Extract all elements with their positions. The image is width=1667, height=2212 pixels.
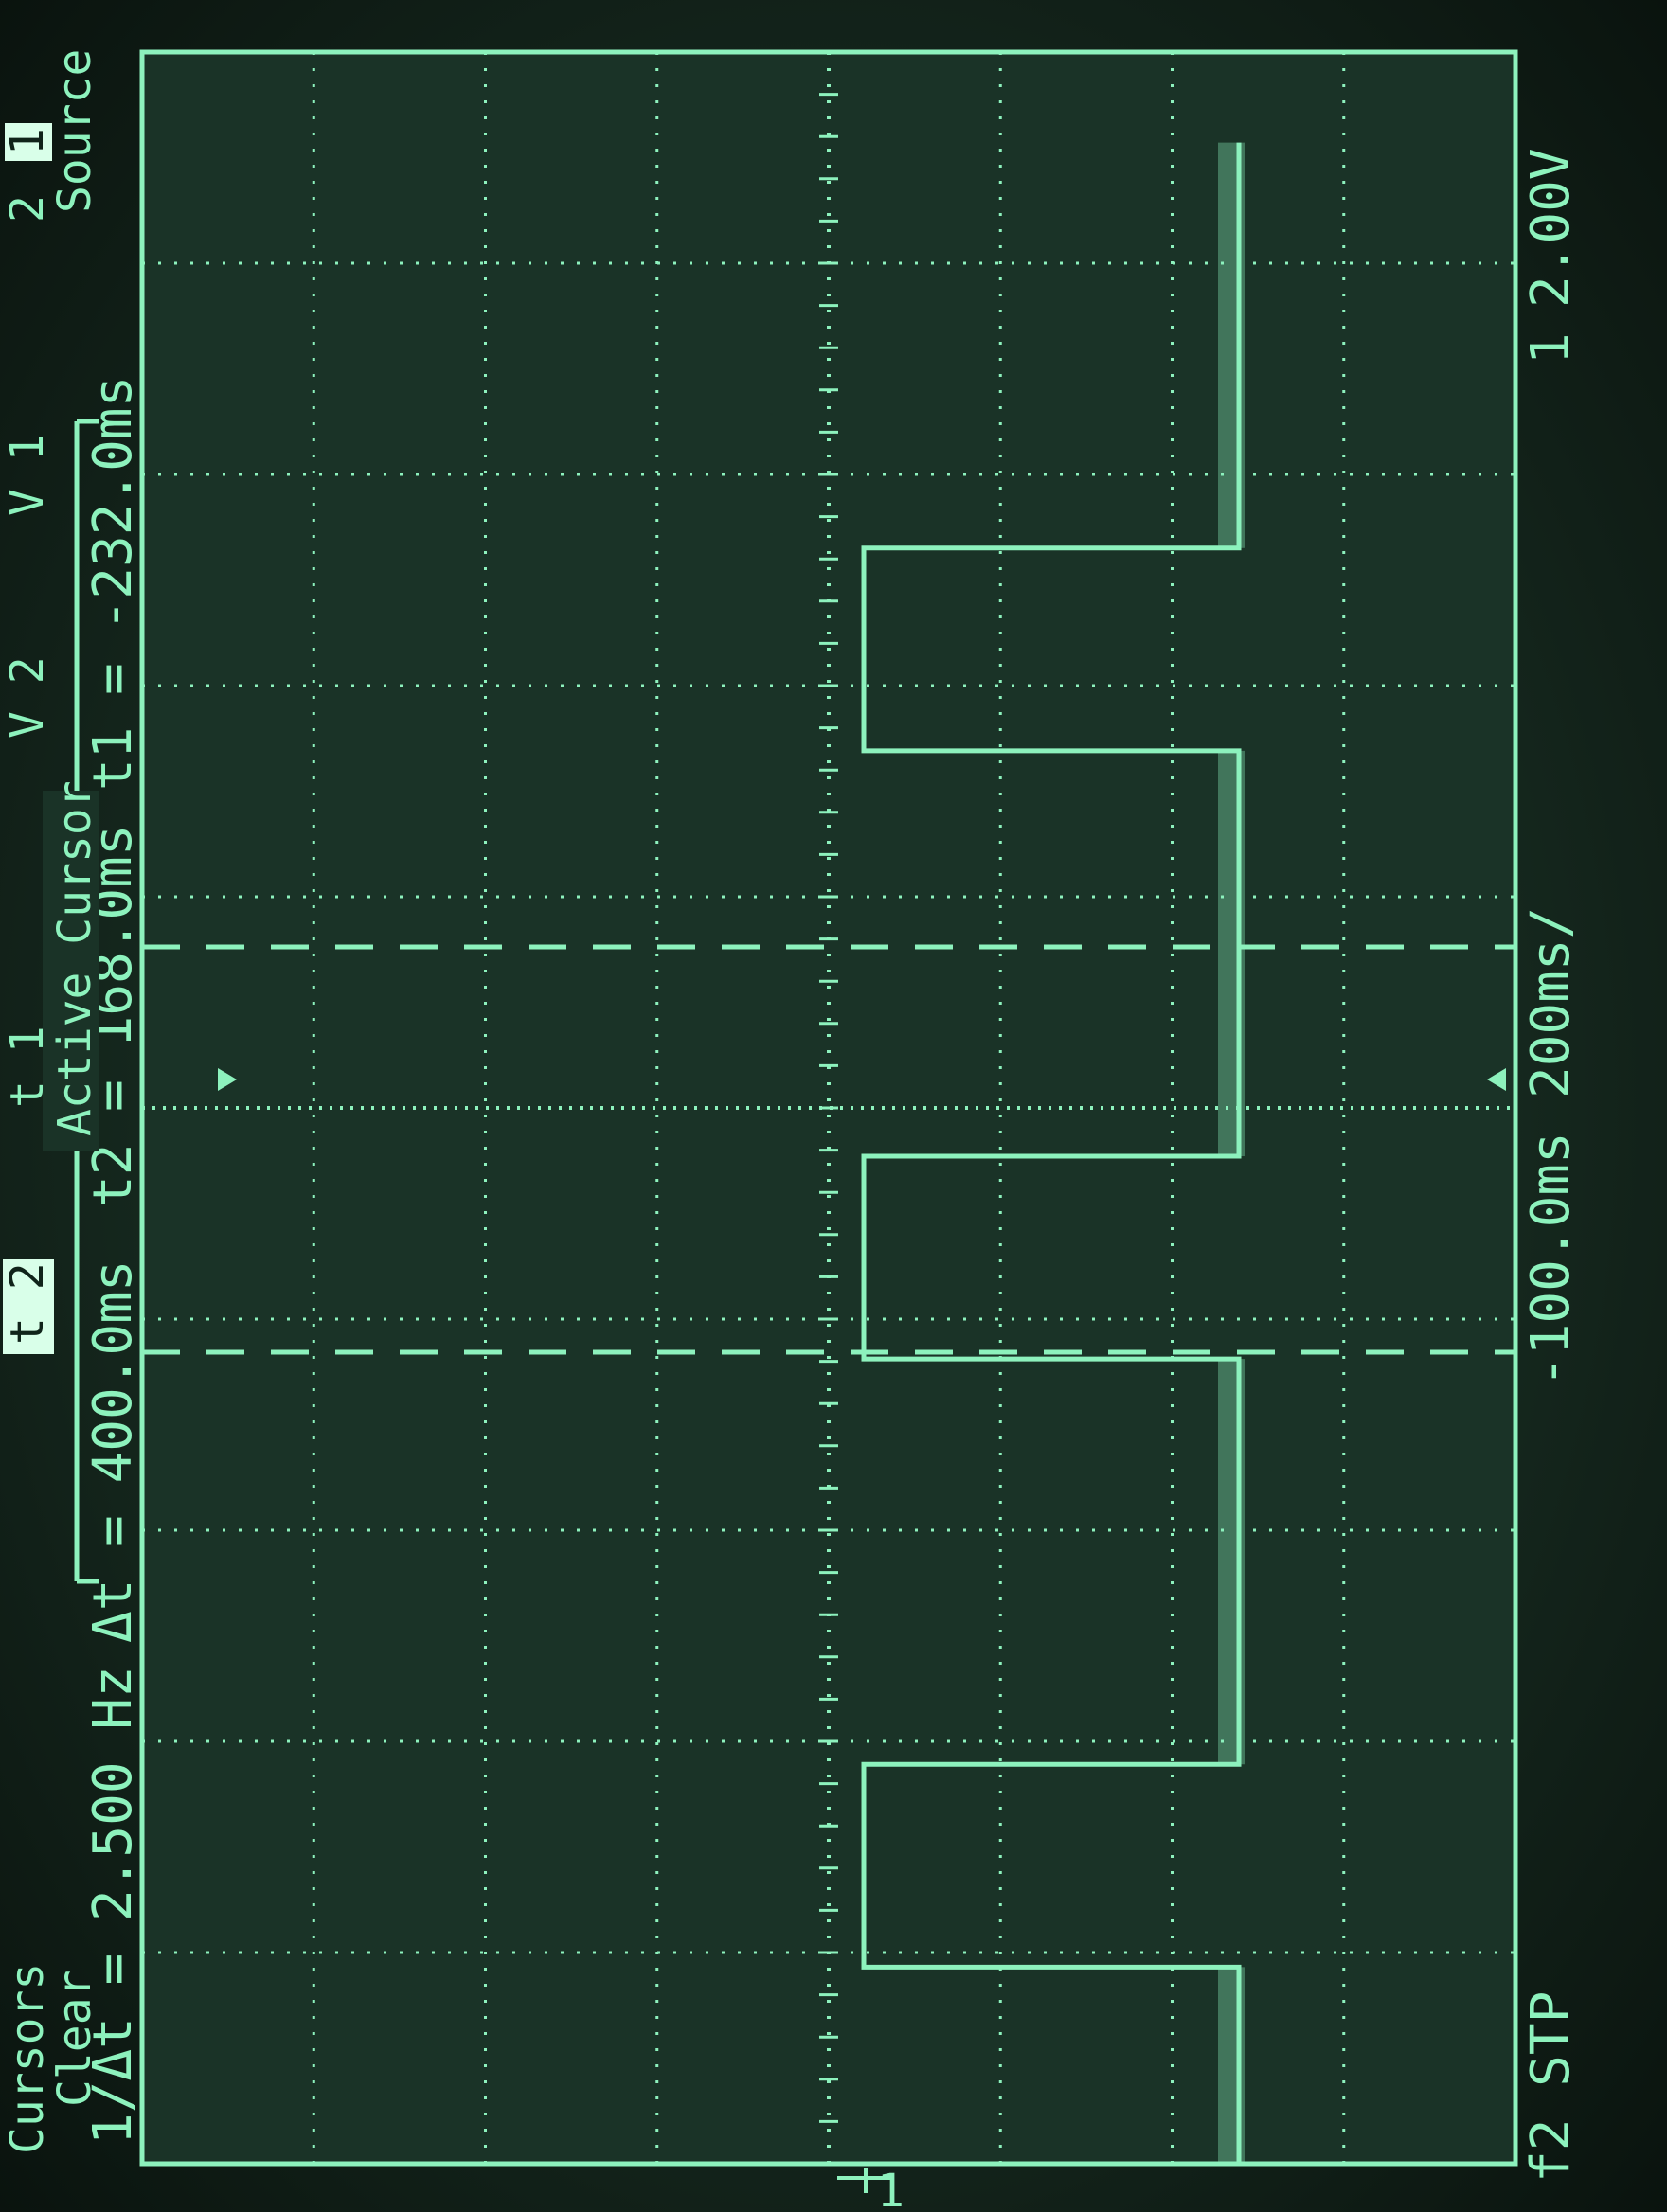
channel-scale: 2.00V [1520, 148, 1582, 308]
softkey-row-top: Source Active Cursor Clear [43, 49, 101, 2107]
trigger-status: f2 STP [1520, 1991, 1582, 2183]
cursor-v1-button[interactable]: V 1 [1, 434, 54, 516]
waveform-noise-band [1218, 1359, 1245, 1765]
cursor-t1-value: t1 = -232.0ms [82, 376, 144, 791]
center-time-marker-right [1487, 1068, 1506, 1091]
cursor-t1-button[interactable]: t 1 [1, 1026, 54, 1108]
ground-reference-marker: 1 [837, 2165, 905, 2212]
graticule-border [139, 49, 1518, 2167]
status-line: 1 2.00V -100.0ms 200ms/ f2 STP [1520, 148, 1582, 2183]
source-label: Source [48, 49, 101, 213]
cursor-v2-button[interactable]: V 2 [1, 656, 54, 739]
source-ch1-highlight [5, 123, 52, 161]
waveform-path [861, 142, 1242, 2164]
softkey-row-bottom: 1 2 V 1 V 2 t 1 t 2 Cursors [1, 123, 54, 2154]
source-ch2-button[interactable]: 2 [1, 195, 54, 223]
cursor-readout: t1 = -232.0ms t2 = 168.0ms Δt = 400.0ms … [82, 376, 144, 2145]
center-time-marker-left [218, 1068, 237, 1091]
waveform-noise-band [1218, 750, 1245, 1157]
clear-cursors-button[interactable]: Cursors [1, 1963, 54, 2154]
ground-marker-label: 1 [877, 2165, 905, 2212]
cursor-delta-t-value: Δt = 400.0ms [82, 1259, 144, 1643]
cursor-t2-button[interactable]: t 2 [1, 1262, 54, 1345]
waveform-noise-band [1218, 142, 1245, 548]
channel-1-waveform [861, 142, 1245, 2164]
timebase-delay: -100.0ms [1520, 1132, 1582, 1387]
active-cursor-label: Active Cursor [48, 780, 101, 1136]
source-ch1-button[interactable]: 1 [1, 128, 54, 155]
cursor-frequency-value: 1/Δt = 2.500 Hz [82, 1666, 144, 2145]
waveform-noise-band [1218, 1967, 1245, 2164]
clear-cursors-label-line1: Clear [48, 1971, 101, 2108]
graticule-grid [142, 50, 1515, 2166]
cursor-t2-highlight [3, 1259, 54, 1354]
timebase-scale: 200ms/ [1520, 907, 1582, 1098]
channel-number: 1 [1520, 332, 1582, 365]
